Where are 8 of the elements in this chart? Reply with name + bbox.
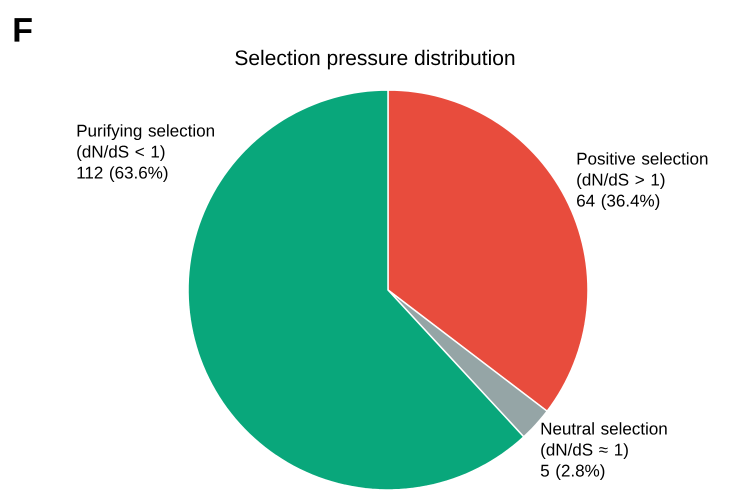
data-label: 112 (63.6%) [78, 166, 168, 182]
data-label: 64 (36.4%) [577, 194, 660, 210]
slice-label: Positive selection (dN/dS > 1) [577, 152, 708, 190]
text: F [14, 18, 32, 42]
data-label: 5 (2.8%) [540, 464, 604, 480]
slice-label: Neutral selection (dN/dS ≈ 1) [541, 422, 667, 460]
slice-label: Purifying selection (dN/dS < 1) [77, 124, 214, 162]
chart-title: Selection pressure distribution [235, 50, 514, 70]
